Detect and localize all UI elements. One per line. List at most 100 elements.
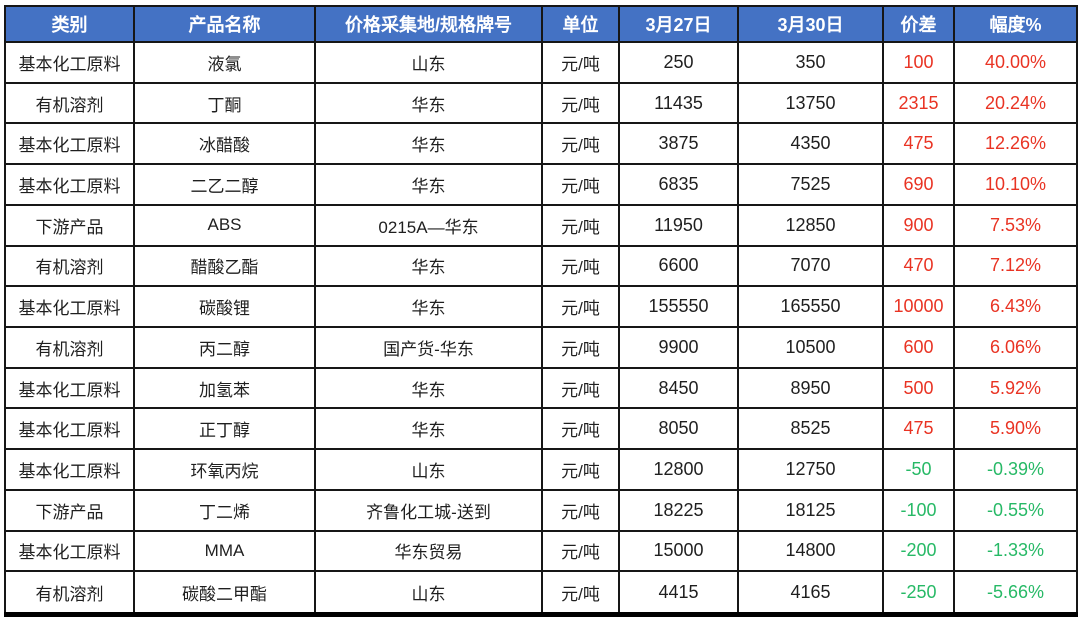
cell-pct: 10.10%	[953, 163, 1078, 206]
cell-pct: 5.92%	[953, 366, 1078, 410]
cell-product: 液氯	[133, 41, 316, 84]
cell-diff: -50	[882, 448, 955, 491]
cell-unit: 元/吨	[541, 529, 620, 573]
cell-unit: 元/吨	[541, 41, 620, 84]
cell-source: 华东	[314, 285, 543, 329]
cell-price-0330: 8950	[737, 366, 884, 410]
cell-price-0327: 18225	[618, 488, 739, 532]
cell-unit: 元/吨	[541, 448, 620, 491]
cell-source: 华东	[314, 163, 543, 206]
cell-diff: 10000	[882, 285, 955, 329]
cell-category: 基本化工原料	[4, 122, 135, 166]
cell-category: 有机溶剂	[4, 570, 135, 616]
cell-price-0327: 15000	[618, 529, 739, 573]
cell-product: 醋酸乙酯	[133, 244, 316, 288]
cell-price-0330: 7070	[737, 244, 884, 288]
cell-pct: 5.90%	[953, 407, 1078, 451]
cell-source: 华东贸易	[314, 529, 543, 573]
header-row: 类别 产品名称 价格采集地/规格牌号 单位 3月27日 3月30日 价差 幅度%	[4, 5, 1078, 43]
cell-price-0327: 12800	[618, 448, 739, 491]
header-category: 类别	[4, 5, 135, 43]
cell-source: 华东	[314, 244, 543, 288]
table-row: 基本化工原料 环氧丙烷 山东 元/吨 12800 12750 -50 -0.39…	[4, 448, 1078, 491]
header-date-0330: 3月30日	[737, 5, 884, 43]
cell-pct: 20.24%	[953, 81, 1078, 125]
cell-product: 丙二醇	[133, 326, 316, 369]
cell-diff: 475	[882, 122, 955, 166]
cell-price-0327: 6835	[618, 163, 739, 206]
table-header: 类别 产品名称 价格采集地/规格牌号 单位 3月27日 3月30日 价差 幅度%	[4, 5, 1078, 43]
cell-pct: 7.53%	[953, 203, 1078, 247]
cell-category: 基本化工原料	[4, 163, 135, 206]
cell-unit: 元/吨	[541, 244, 620, 288]
cell-price-0327: 8050	[618, 407, 739, 451]
cell-unit: 元/吨	[541, 203, 620, 247]
table-row: 下游产品 丁二烯 齐鲁化工城-送到 元/吨 18225 18125 -100 -…	[4, 488, 1078, 532]
cell-diff: 470	[882, 244, 955, 288]
cell-price-0327: 11435	[618, 81, 739, 125]
header-unit: 单位	[541, 5, 620, 43]
table-row: 基本化工原料 二乙二醇 华东 元/吨 6835 7525 690 10.10%	[4, 163, 1078, 206]
cell-diff: 100	[882, 41, 955, 84]
cell-unit: 元/吨	[541, 163, 620, 206]
cell-source: 华东	[314, 407, 543, 451]
cell-category: 下游产品	[4, 203, 135, 247]
cell-price-0330: 4350	[737, 122, 884, 166]
price-table-container: 类别 产品名称 价格采集地/规格牌号 单位 3月27日 3月30日 价差 幅度%…	[4, 5, 1078, 617]
price-comparison-table: 类别 产品名称 价格采集地/规格牌号 单位 3月27日 3月30日 价差 幅度%…	[4, 5, 1078, 617]
cell-product: 丁二烯	[133, 488, 316, 532]
cell-pct: 40.00%	[953, 41, 1078, 84]
table-row: 基本化工原料 加氢苯 华东 元/吨 8450 8950 500 5.92%	[4, 366, 1078, 410]
cell-price-0330: 14800	[737, 529, 884, 573]
cell-product: 正丁醇	[133, 407, 316, 451]
cell-pct: -5.66%	[953, 570, 1078, 616]
header-date-0327: 3月27日	[618, 5, 739, 43]
table-row: 有机溶剂 碳酸二甲酯 山东 元/吨 4415 4165 -250 -5.66%	[4, 570, 1078, 616]
cell-pct: 6.43%	[953, 285, 1078, 329]
table-row: 有机溶剂 醋酸乙酯 华东 元/吨 6600 7070 470 7.12%	[4, 244, 1078, 288]
cell-unit: 元/吨	[541, 366, 620, 410]
cell-price-0327: 9900	[618, 326, 739, 369]
cell-category: 基本化工原料	[4, 448, 135, 491]
table-row: 有机溶剂 丙二醇 国产货-华东 元/吨 9900 10500 600 6.06%	[4, 326, 1078, 369]
cell-product: MMA	[133, 529, 316, 573]
cell-unit: 元/吨	[541, 407, 620, 451]
cell-pct: -0.55%	[953, 488, 1078, 532]
cell-price-0327: 8450	[618, 366, 739, 410]
cell-price-0330: 13750	[737, 81, 884, 125]
table-row: 基本化工原料 MMA 华东贸易 元/吨 15000 14800 -200 -1.…	[4, 529, 1078, 573]
cell-pct: 7.12%	[953, 244, 1078, 288]
header-product: 产品名称	[133, 5, 316, 43]
table-row: 基本化工原料 液氯 山东 元/吨 250 350 100 40.00%	[4, 41, 1078, 84]
cell-price-0327: 250	[618, 41, 739, 84]
cell-price-0330: 4165	[737, 570, 884, 616]
header-source: 价格采集地/规格牌号	[314, 5, 543, 43]
cell-source: 0215A—华东	[314, 203, 543, 247]
cell-source: 华东	[314, 366, 543, 410]
cell-price-0327: 4415	[618, 570, 739, 616]
cell-unit: 元/吨	[541, 326, 620, 369]
cell-diff: -200	[882, 529, 955, 573]
table-row: 基本化工原料 碳酸锂 华东 元/吨 155550 165550 10000 6.…	[4, 285, 1078, 329]
cell-unit: 元/吨	[541, 570, 620, 616]
cell-category: 基本化工原料	[4, 529, 135, 573]
cell-source: 华东	[314, 81, 543, 125]
cell-category: 基本化工原料	[4, 41, 135, 84]
cell-price-0330: 10500	[737, 326, 884, 369]
cell-category: 基本化工原料	[4, 285, 135, 329]
cell-source: 山东	[314, 41, 543, 84]
cell-price-0330: 7525	[737, 163, 884, 206]
cell-category: 基本化工原料	[4, 407, 135, 451]
cell-source: 齐鲁化工城-送到	[314, 488, 543, 532]
cell-product: 加氢苯	[133, 366, 316, 410]
cell-price-0330: 165550	[737, 285, 884, 329]
cell-category: 有机溶剂	[4, 244, 135, 288]
header-diff: 价差	[882, 5, 955, 43]
cell-price-0330: 8525	[737, 407, 884, 451]
cell-unit: 元/吨	[541, 488, 620, 532]
table-row: 下游产品 ABS 0215A—华东 元/吨 11950 12850 900 7.…	[4, 203, 1078, 247]
cell-price-0330: 18125	[737, 488, 884, 532]
cell-source: 山东	[314, 448, 543, 491]
cell-product: ABS	[133, 203, 316, 247]
cell-product: 冰醋酸	[133, 122, 316, 166]
